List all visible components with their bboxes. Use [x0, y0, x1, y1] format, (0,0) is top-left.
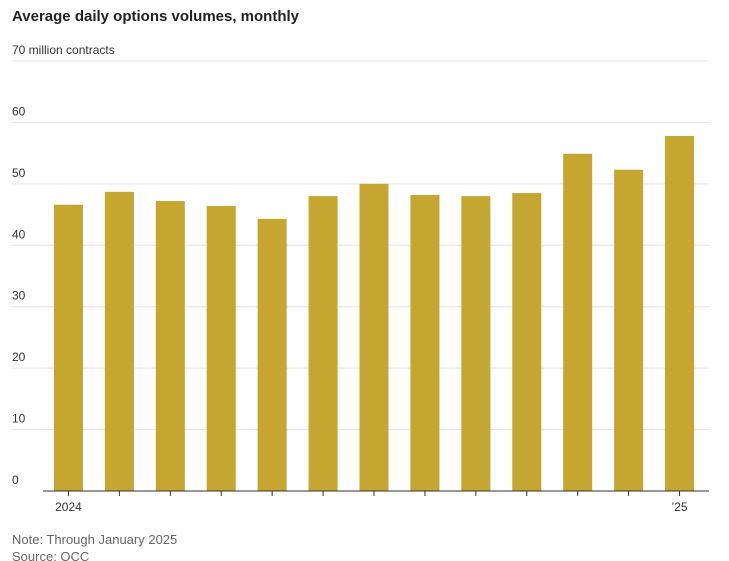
y-tick-label: 70 million contracts	[12, 43, 115, 57]
bar	[206, 205, 236, 491]
source: Source: OCC	[12, 549, 89, 561]
bar	[614, 169, 644, 491]
bar	[410, 194, 440, 491]
bar	[155, 201, 185, 492]
bar	[257, 218, 287, 491]
bar	[512, 193, 542, 492]
y-tick-label: 10	[12, 412, 26, 426]
bar	[563, 153, 593, 491]
y-tick-label: 40	[12, 227, 26, 241]
x-tick-label: ’25	[672, 500, 688, 514]
bar	[308, 196, 338, 491]
y-tick-label: 60	[12, 104, 26, 118]
bar	[359, 183, 389, 491]
note: Note: Through January 2025	[12, 532, 177, 547]
bar	[461, 196, 491, 491]
chart-title: Average daily options volumes, monthly	[12, 8, 300, 25]
x-tick-label: 2024	[55, 500, 82, 514]
bar	[53, 204, 83, 491]
bar	[104, 191, 134, 492]
y-tick-label: 30	[12, 289, 26, 303]
y-tick-label: 20	[12, 350, 26, 364]
bar	[665, 135, 695, 491]
y-tick-label: 0	[12, 473, 19, 487]
y-tick-label: 50	[12, 166, 26, 180]
